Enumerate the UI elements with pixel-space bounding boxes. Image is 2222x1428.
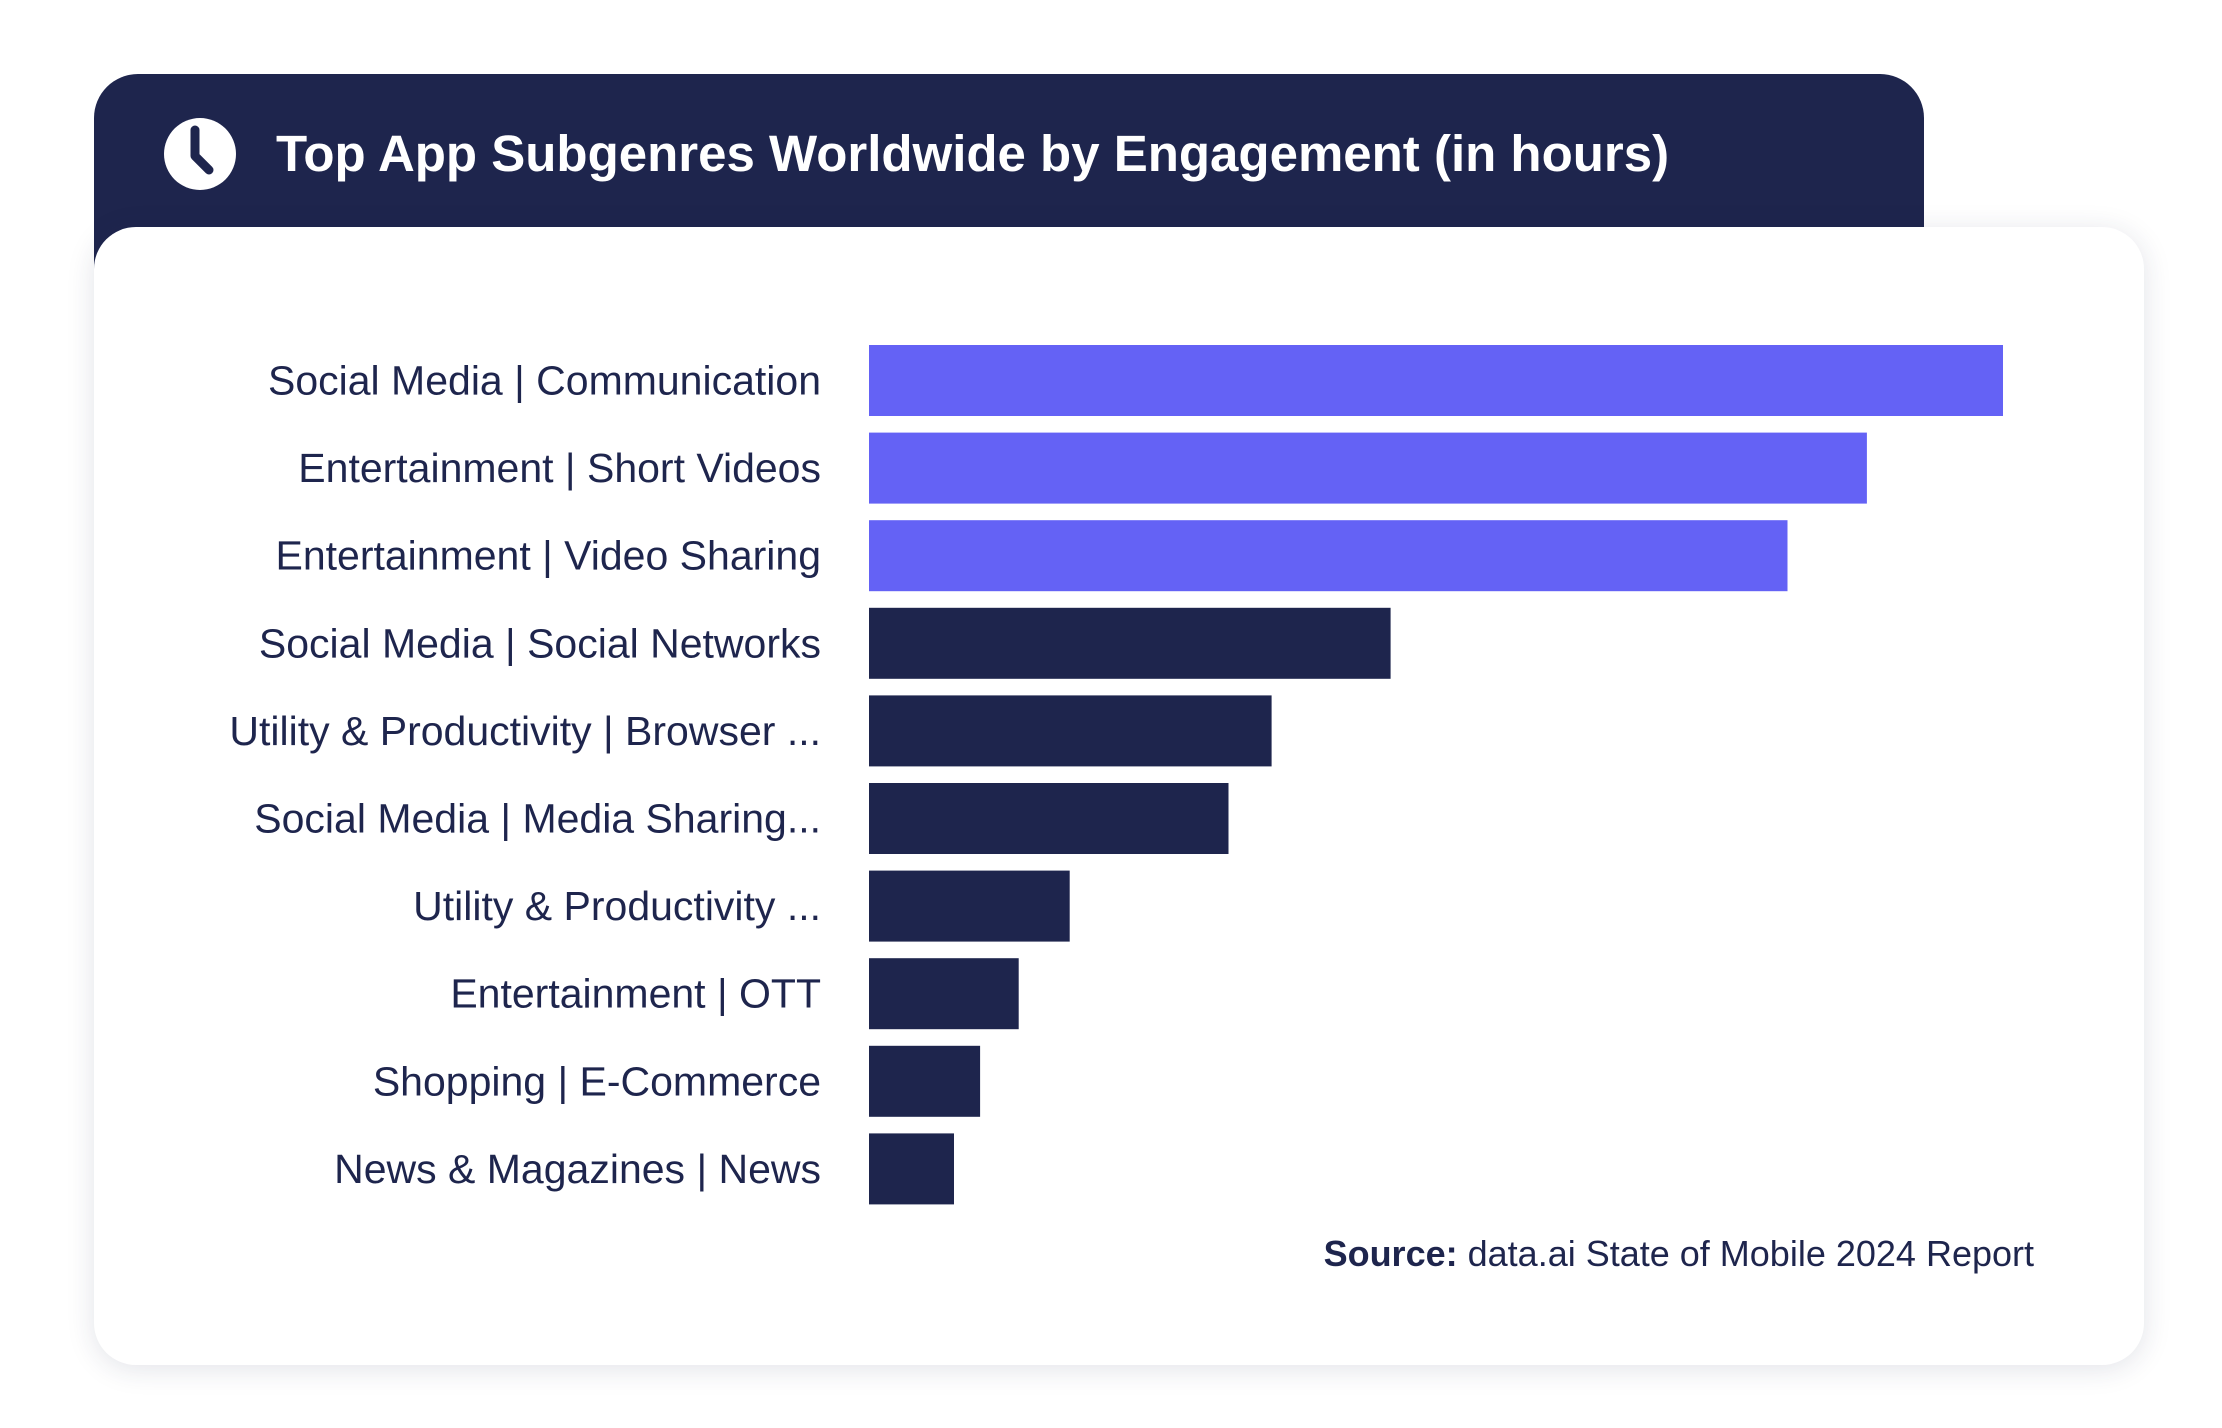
bar-7 bbox=[869, 870, 1070, 942]
bars-layer bbox=[869, 345, 2003, 1205]
bar-5 bbox=[869, 695, 1272, 767]
bar-4 bbox=[869, 607, 1391, 679]
source-note: Source: data.ai State of Mobile 2024 Rep… bbox=[1324, 1233, 2034, 1275]
bar-9 bbox=[869, 1045, 981, 1117]
bar-8 bbox=[869, 958, 1019, 1030]
bar-2 bbox=[869, 432, 1867, 504]
category-label-1: Social Media | Communication bbox=[268, 358, 821, 404]
category-labels: Social Media | Communication Entertainmen… bbox=[229, 358, 821, 1192]
category-label-6: Social Media | Media Sharing... bbox=[254, 796, 821, 842]
category-label-3: Entertainment | Video Sharing bbox=[275, 533, 821, 579]
bar-6 bbox=[869, 783, 1229, 854]
source-text: data.ai State of Mobile 2024 Report bbox=[1467, 1233, 2034, 1274]
bar-chart: Social Media | Communication Entertainmen… bbox=[229, 345, 2003, 1205]
category-label-2: Entertainment | Short Videos bbox=[298, 445, 821, 491]
category-label-7: Utility & Productivity ... bbox=[413, 883, 821, 929]
category-label-10: News & Magazines | News bbox=[334, 1146, 821, 1192]
bar-3 bbox=[869, 520, 1788, 592]
category-label-5: Utility & Productivity | Browser ... bbox=[229, 708, 821, 754]
category-label-9: Shopping | E-Commerce bbox=[373, 1058, 821, 1104]
category-label-4: Social Media | Social Networks bbox=[259, 620, 821, 666]
bar-1 bbox=[869, 345, 2003, 416]
source-label: Source: bbox=[1323, 1233, 1458, 1274]
chart-title: Top App Subgenres Worldwide by Engagemen… bbox=[276, 125, 1670, 182]
clock-icon bbox=[164, 118, 236, 190]
category-label-8: Entertainment | OTT bbox=[450, 971, 821, 1017]
chart-card: Social Media | Communication Entertainmen… bbox=[94, 227, 2144, 1365]
bar-10 bbox=[869, 1133, 954, 1205]
